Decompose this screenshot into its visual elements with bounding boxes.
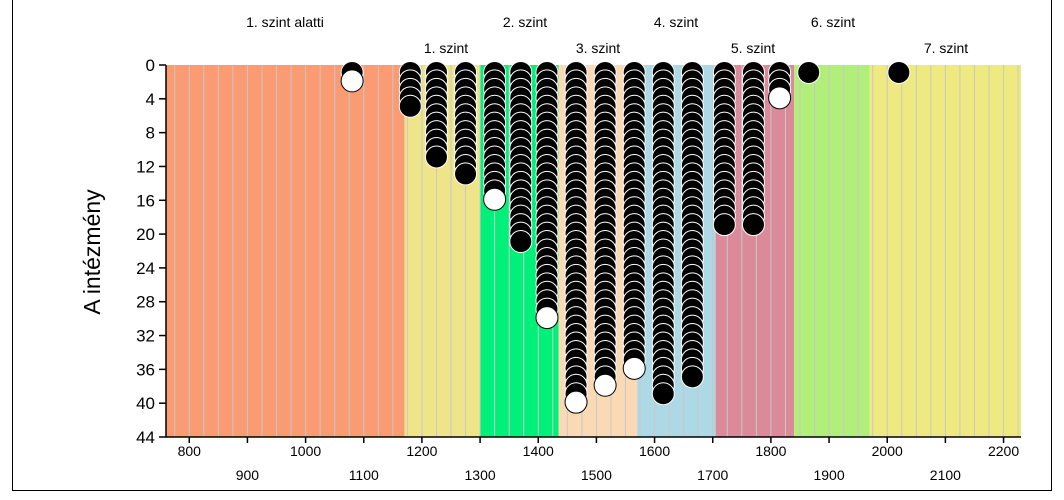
y-tick-label: 44 <box>136 428 155 447</box>
x-tick-label: 1400 <box>523 443 554 459</box>
data-point <box>680 365 704 389</box>
data-point <box>651 382 675 406</box>
x-tick-label: 1000 <box>290 443 321 459</box>
data-point-open <box>535 306 559 330</box>
band-label-8: 7. szint <box>924 40 968 56</box>
y-tick-label: 32 <box>136 327 155 346</box>
data-point-open <box>483 187 507 211</box>
band-1 <box>166 65 405 437</box>
x-tick-label: 1700 <box>697 467 728 483</box>
x-tick-label: 1900 <box>813 467 844 483</box>
x-tick-label: 2000 <box>872 443 903 459</box>
y-tick-label: 0 <box>146 56 155 75</box>
data-point <box>741 213 765 237</box>
y-tick-label: 24 <box>136 259 155 278</box>
band-label-4: 3. szint <box>576 40 620 56</box>
band-label-3: 2. szint <box>503 14 547 30</box>
band-label-7: 6. szint <box>811 14 855 30</box>
data-point <box>424 145 448 169</box>
data-point-open <box>593 373 617 397</box>
x-tick-label: 1500 <box>581 467 612 483</box>
chart-frame <box>12 0 1052 491</box>
y-tick-label: 40 <box>136 394 155 413</box>
x-tick-label: 1800 <box>755 443 786 459</box>
x-tick-label: 1600 <box>639 443 670 459</box>
y-axis-label: A intézmény <box>79 189 105 315</box>
band-7 <box>794 65 870 437</box>
data-point <box>712 213 736 237</box>
x-tick-label: 1100 <box>349 467 379 483</box>
axes: 0 4 8 12 16 20 24 28 32 36 40 44 800 1000 1200 1400 1600… <box>136 56 1021 483</box>
data-point <box>454 162 478 186</box>
y-tick-label: 28 <box>136 293 155 312</box>
data-point <box>398 94 422 118</box>
x-tick-label: 1300 <box>465 467 496 483</box>
x-tick-label: 1200 <box>406 443 437 459</box>
y-tick-label: 20 <box>136 225 155 244</box>
data-points <box>340 60 911 414</box>
x-tick-label: 2200 <box>988 443 1019 459</box>
y-tick-label: 16 <box>136 191 155 210</box>
x-tick-label: 2100 <box>930 467 961 483</box>
data-point <box>887 60 911 84</box>
y-tick-label: 4 <box>146 90 155 109</box>
level-bands <box>166 65 1021 437</box>
band-label-1: 1. szint alatti <box>246 14 324 30</box>
y-tick-label: 8 <box>146 124 155 143</box>
band-label-5: 4. szint <box>654 14 698 30</box>
data-point-open <box>622 356 646 380</box>
band-5 <box>637 65 716 437</box>
data-point-open <box>768 86 792 110</box>
data-point <box>509 230 533 254</box>
band-label-6: 5. szint <box>731 40 775 56</box>
x-tick-label: 800 <box>178 443 202 459</box>
data-point <box>797 60 821 84</box>
data-point-open <box>340 69 364 93</box>
band-labels: 1. szint alatti 1. szint 2. szint 3. szint 4… <box>246 14 968 56</box>
y-tick-label: 12 <box>136 157 155 176</box>
data-point-open <box>564 390 588 414</box>
band-label-2: 1. szint <box>424 40 468 56</box>
x-tick-label: 900 <box>236 467 260 483</box>
y-tick-label: 36 <box>136 360 155 379</box>
